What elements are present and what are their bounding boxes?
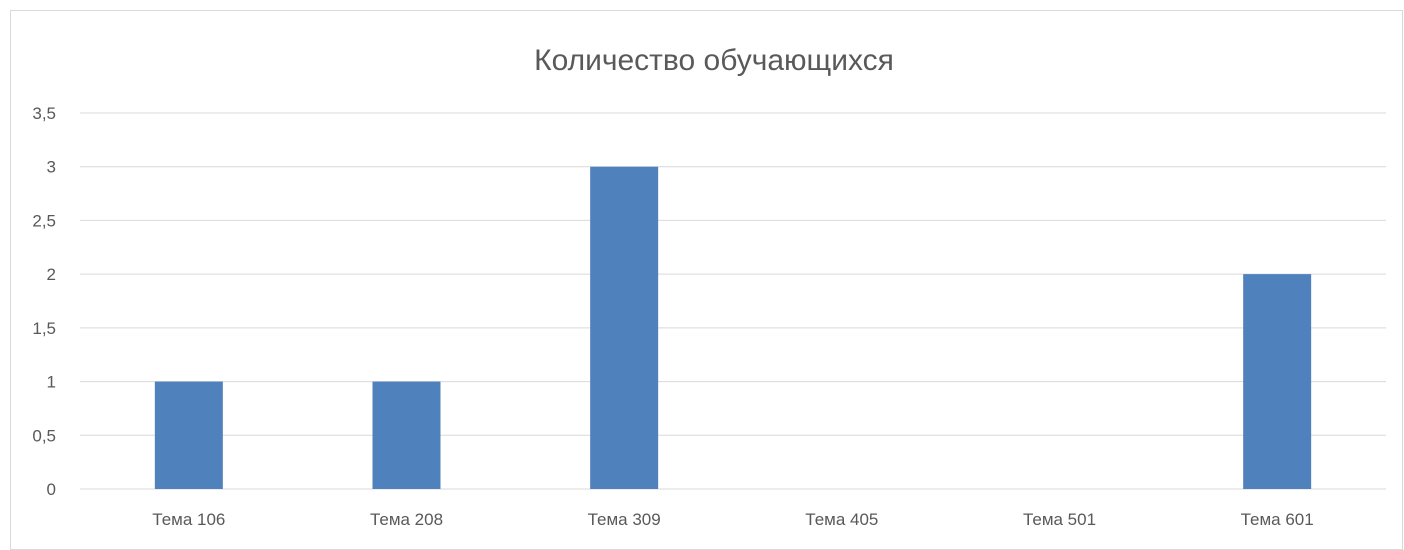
chart-title: Количество обучающихся (534, 44, 894, 77)
bar-2 (372, 381, 441, 489)
x-axis-ticks: Тема 106 Тема 208 Тема 309 Тема 405 Тема 501… (152, 510, 1313, 529)
gridlines (80, 112, 1386, 490)
y-tick-label: 2 (47, 265, 56, 284)
bars (154, 166, 1312, 489)
y-tick-label: 0,5 (32, 426, 56, 445)
bar-3 (590, 166, 659, 489)
y-tick-label: 1 (47, 373, 56, 392)
x-tick-label: Тема 501 (1023, 510, 1096, 529)
bar-6 (1243, 274, 1312, 489)
y-tick-label: 1,5 (32, 319, 56, 338)
x-tick-label: Тема 309 (588, 510, 661, 529)
chart-frame (10, 10, 1403, 550)
x-tick-label: Тема 601 (1241, 510, 1314, 529)
y-tick-label: 3,5 (32, 104, 56, 123)
x-tick-label: Тема 106 (152, 510, 225, 529)
x-tick-label: Тема 208 (370, 510, 443, 529)
y-axis-ticks: 0 0,5 1 1,5 2 2,5 3 3,5 (32, 104, 56, 499)
bar-1 (154, 381, 223, 489)
x-tick-label: Тема 405 (805, 510, 878, 529)
y-tick-label: 3 (47, 158, 56, 177)
y-tick-label: 2,5 (32, 211, 56, 230)
y-tick-label: 0 (47, 480, 56, 499)
